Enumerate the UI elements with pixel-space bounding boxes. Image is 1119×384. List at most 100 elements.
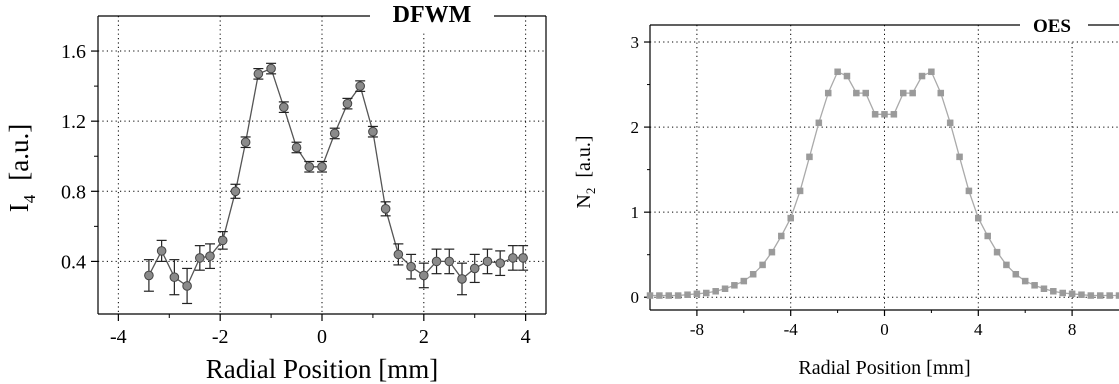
dfwm-data-point [329,128,340,139]
dfwm-y-tick-label: 0.4 [61,251,86,273]
oes-data-point [1068,290,1076,298]
dfwm-y-axis-label: I4 [a.u.] [4,124,39,212]
dfwm-data-point [304,161,315,172]
dfwm-data-point [368,126,378,137]
oes-title: OES [1033,16,1071,37]
oes-data-point [1115,292,1119,299]
dfwm-y-tick-label: 0.8 [61,181,86,203]
oes-data-series [646,68,1119,299]
oes-data-point [834,68,841,76]
oes-data-point [693,290,701,298]
dfwm-chart: -4 -2 0 2 4 0.4 0.8 1.2 1.6 DFWM Radial Position… [4,2,547,384]
dfwm-data-point [508,253,518,263]
oes-data-point [684,291,691,298]
oes-data-point [1106,292,1113,299]
oes-data-point [900,89,907,97]
dfwm-data-point [195,253,205,263]
oes-data-point [1040,285,1048,292]
oes-y-tick-label: 2 [631,118,640,137]
oes-data-point [674,292,682,299]
oes-x-axis-label: Radial Position [mm] [798,357,970,379]
oes-y-label-symbol: N [573,194,595,208]
oes-data-point [796,187,804,195]
oes-data-point [778,232,785,240]
oes-data-point [749,271,757,278]
dfwm-data-point [240,137,251,148]
dfwm-data-point [342,98,353,109]
dfwm-y-tick-label: 1.6 [61,41,86,63]
oes-data-point [1012,271,1020,278]
oes-y-label-unit: [a.u.] [573,135,595,177]
oes-data-point [1078,291,1085,298]
oes-x-tick-label: 4 [974,320,983,339]
oes-data-point [1021,277,1029,285]
oes-data-point [853,89,860,97]
dfwm-x-axis-label: Radial Position [mm] [206,354,439,384]
oes-data-point [703,289,710,297]
dfwm-x-tick-label: 2 [419,326,429,348]
oes-grid [650,25,1119,310]
oes-data-point [993,248,1001,256]
dfwm-data-point [317,161,327,172]
oes-data-point [1096,292,1104,299]
dfwm-data-point [253,69,264,79]
dfwm-title-background [370,2,494,32]
dfwm-data-point [518,253,528,263]
dfwm-data-point [419,270,429,281]
oes-y-tick-label: 3 [631,33,640,52]
dfwm-data-point [380,204,391,214]
oes-x-tick-label: -8 [690,320,704,339]
dfwm-x-tick-label: -2 [212,326,229,348]
oes-data-point [956,153,963,161]
oes-data-point [965,187,973,195]
dfwm-data-point [266,63,276,74]
dfwm-data-point [393,249,404,260]
svg-text:I4[a.u.]: I4 [a.u.] [4,124,39,212]
oes-data-point [890,111,898,118]
dfwm-data-point [355,81,365,91]
svg-text:N2[a.u.]: N2 [a.u.] [573,135,598,208]
oes-y-axis-label: N2 [a.u.] [573,135,598,208]
oes-data-point [1031,282,1038,289]
dfwm-data-point [431,256,442,267]
dfwm-y-label-unit: [a.u.] [4,124,34,181]
oes-data-point [1050,288,1057,295]
oes-data-point [975,214,982,222]
oes-data-point [1003,261,1010,269]
oes-data-point [918,72,926,80]
dfwm-data-point [291,142,302,153]
oes-data-point [731,282,738,289]
oes-x-tick-label: 0 [880,320,889,339]
dfwm-data-point [169,272,180,282]
oes-x-tick-label: -4 [784,320,799,339]
oes-data-point [984,232,991,240]
dfwm-data-point [230,186,241,197]
dfwm-data-point [495,258,505,268]
oes-ticks: -8 -4 0 4 8 0 1 2 3 [631,33,1077,339]
dfwm-data-point [144,270,154,281]
oes-data-point [1087,292,1095,299]
dfwm-data-point [444,256,455,267]
dfwm-data-point [406,261,416,272]
oes-data-point [759,261,766,269]
oes-data-point [815,119,823,127]
dfwm-data-series [143,62,529,305]
oes-data-point [768,248,776,256]
dfwm-data-point [217,235,228,246]
oes-data-point [656,292,663,299]
oes-data-point [740,277,748,285]
dfwm-data-point [182,281,192,291]
oes-title-background [1020,15,1088,41]
dfwm-data-point [469,263,480,274]
oes-data-point [862,89,869,97]
dfwm-data-point [205,251,215,261]
dfwm-x-tick-label: 0 [317,326,327,348]
oes-data-point [721,285,729,292]
dfwm-y-label-subscript: 4 [20,194,39,203]
oes-data-point [665,292,673,299]
oes-y-label-subscript: 2 [583,188,598,195]
oes-x-tick-label: 8 [1068,320,1077,339]
dfwm-axes [97,15,547,315]
